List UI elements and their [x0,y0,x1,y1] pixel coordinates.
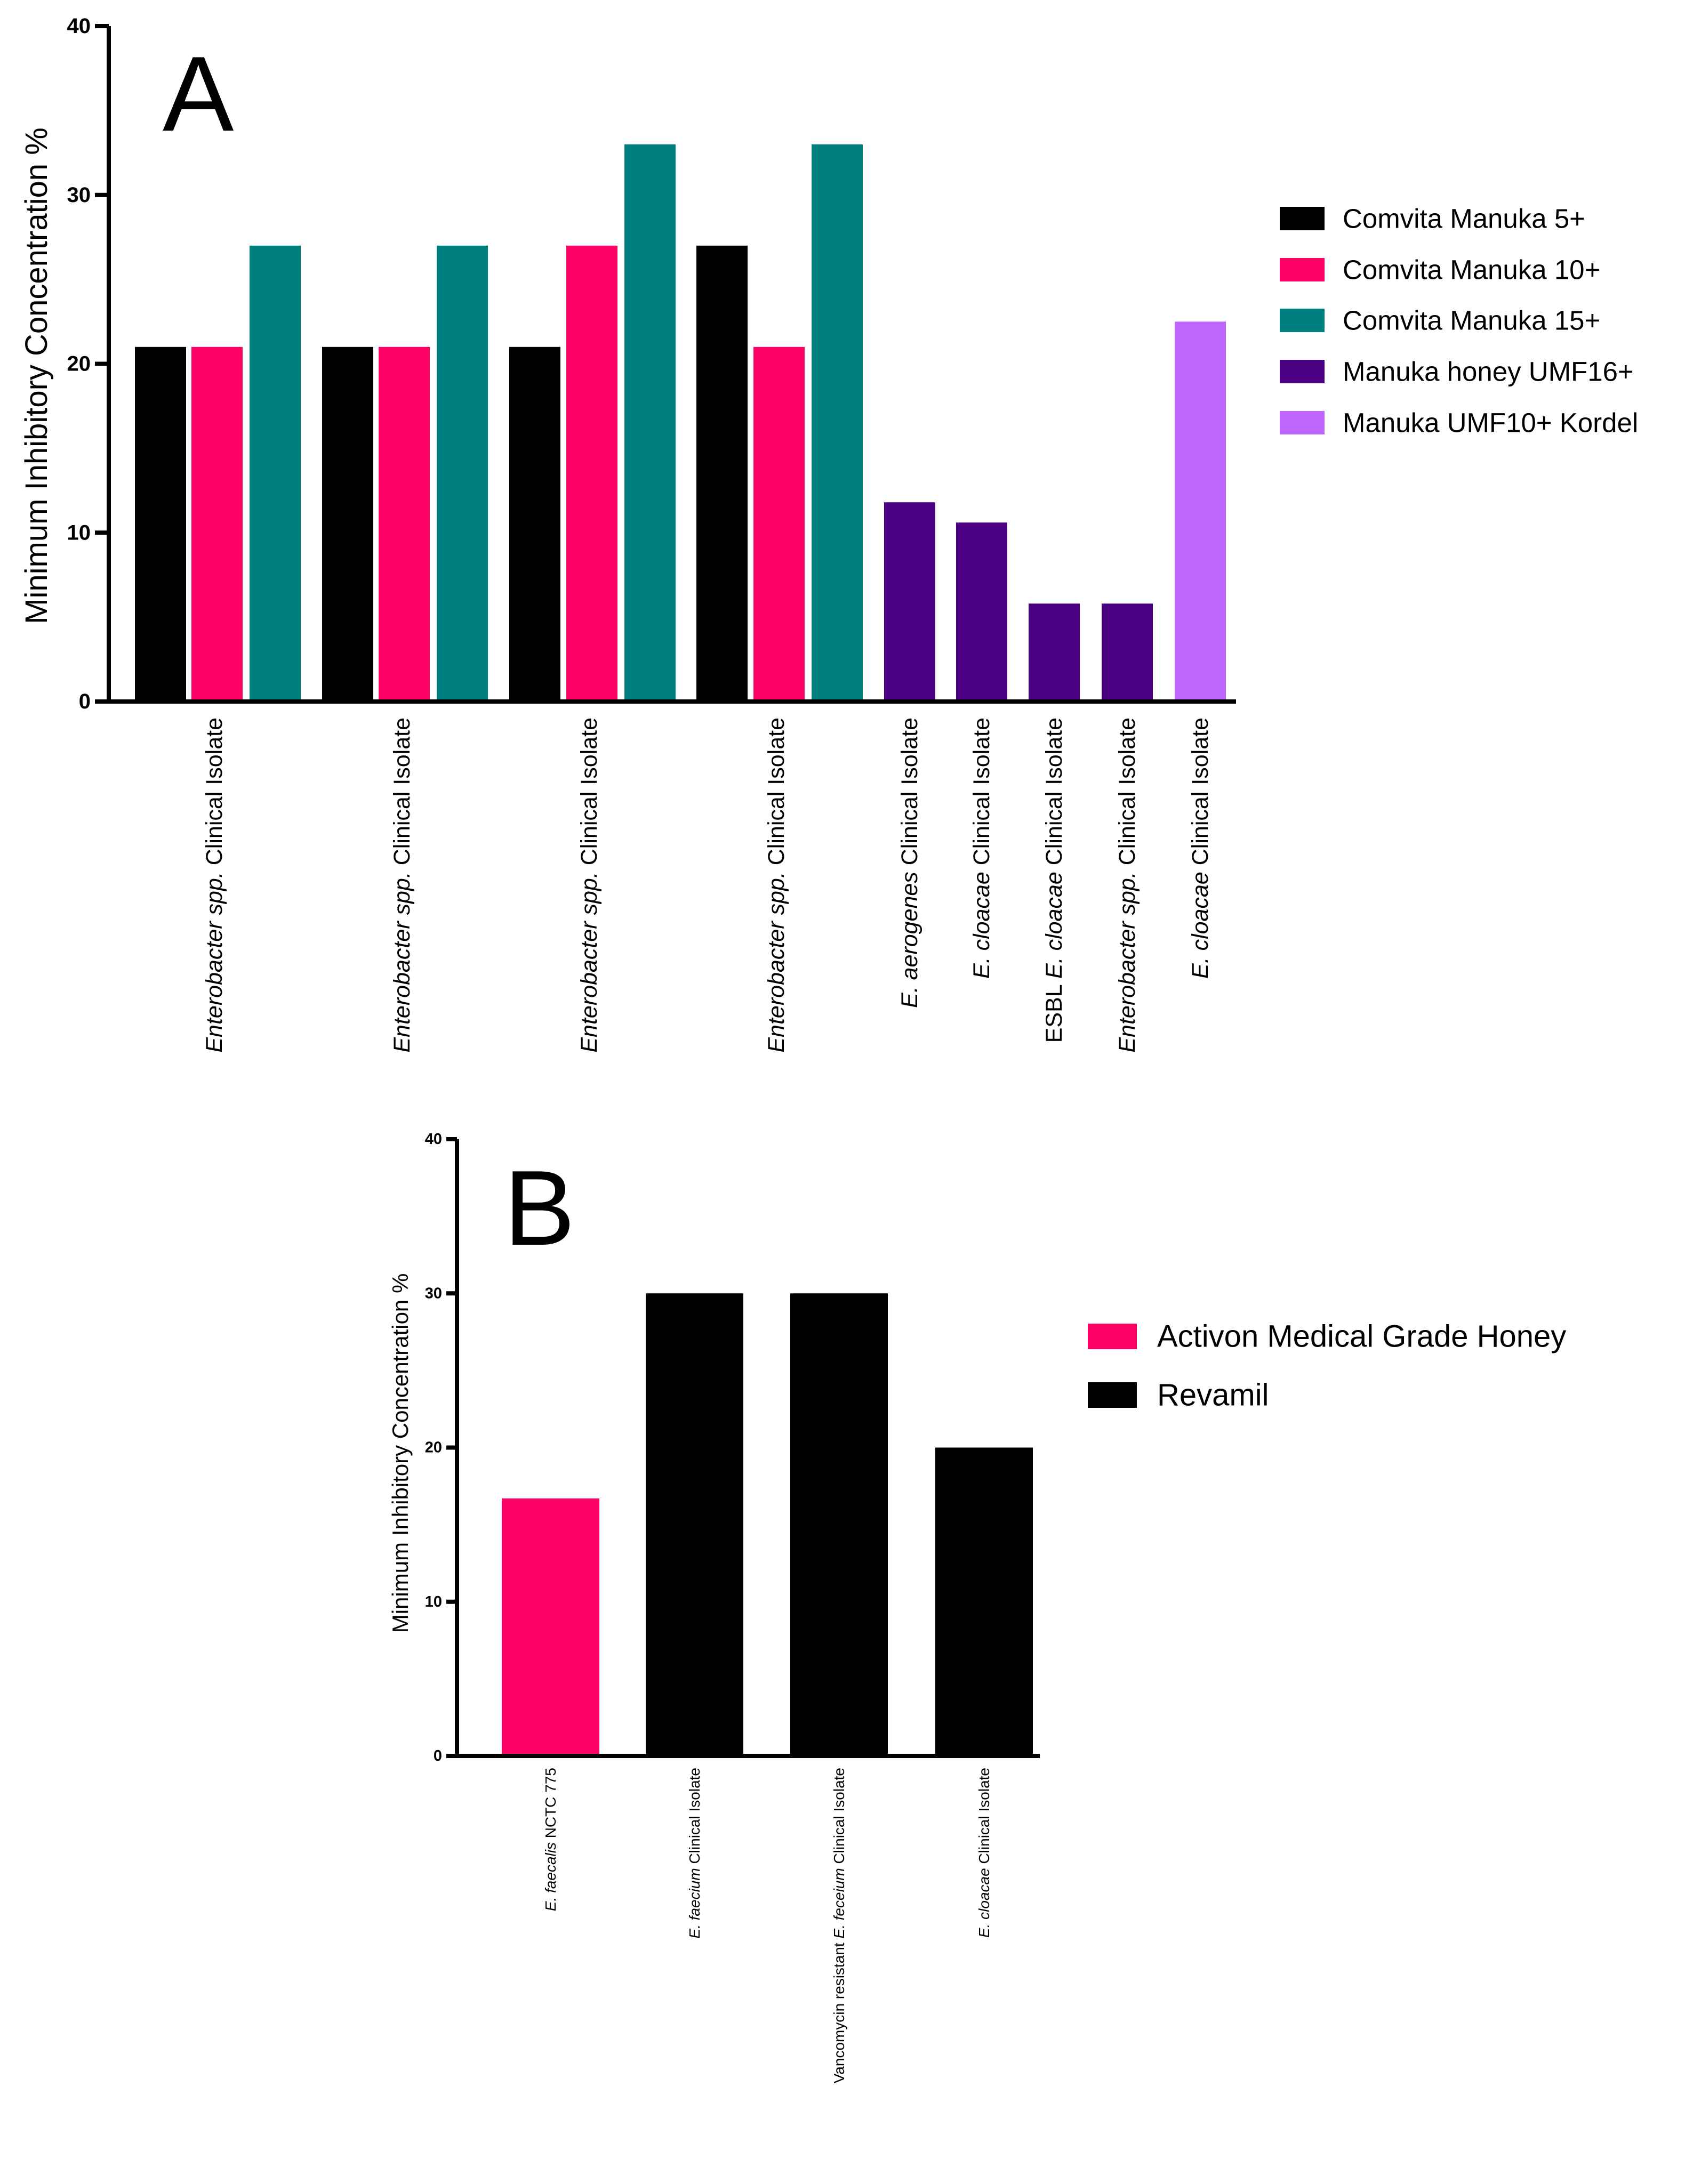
panel-a-bar-16 [1102,603,1153,702]
panel-a-bar-13 [884,502,935,702]
panel-a-legend-swatch-1 [1280,207,1325,230]
panel-b-legend-swatch-1 [1088,1324,1137,1349]
panel-a-category-label-6: E. cloacae Clinical Isolate [969,718,994,979]
panel-b-legend-label-1: Activon Medical Grade Honey [1157,1319,1566,1354]
panel-b-letter: B [504,1149,575,1268]
panel-a-bar-3 [250,245,301,702]
panel-a-legend: Comvita Manuka 5+ Comvita Manuka 10+ Comvi… [1280,204,1638,438]
panel-a-bar-11 [753,346,805,702]
panel-b-y-tick-label-0: 0 [434,1747,442,1764]
panel-b-legend-label-2: Revamil [1157,1378,1269,1413]
panel-a-category-label-8: Enterobacter spp. Clinical Isolate [1114,718,1140,1053]
panel-a-bar-12 [812,144,863,702]
panel-a-y-tick-label-30: 30 [67,183,91,207]
panel-a-legend-label-5: Manuka UMF10+ Kordel [1343,408,1638,438]
panel-a-category-label-5: E. aerogenes Clinical Isolate [897,718,922,1008]
panel-a-bar-14 [956,522,1007,702]
panel-a-bar-1 [135,346,186,702]
panel-a-bar-10 [696,245,748,702]
panel-a-chart: A Minimum Inhibitory Concentration % Com… [19,14,1638,1053]
panel-a-legend-swatch-2 [1280,258,1325,281]
panel-a-y-tick-label-0: 0 [79,690,91,713]
panel-a-legend-label-4: Manuka honey UMF16+ [1343,357,1634,387]
panel-b-y-tick-label-20: 20 [425,1439,442,1456]
panel-a-y-tick-label-20: 20 [67,352,91,376]
panel-a-y-tick-label-10: 10 [67,521,91,544]
panel-a-y-axis-label: Minimum Inhibitory Concentration % [19,127,54,624]
panel-b-bar-2 [646,1293,743,1756]
panel-a-category-label-9: E. cloacae Clinical Isolate [1187,718,1213,979]
panel-b-category-label-2: E. faecium Clinical Isolate [686,1768,703,1939]
panel-a-bar-8 [566,245,617,702]
panel-a-category-label-1: Enterobacter spp. Clinical Isolate [202,718,227,1053]
panel-a-bar-15 [1029,603,1080,702]
panel-b-y-axis-label: Minimum Inhibitory Concentration % [388,1274,413,1633]
panel-b-chart: B Minimum Inhibitory Concentration % Act… [388,1131,1566,2083]
panel-b-bar-1 [502,1498,599,1756]
panel-b-category-label-1: E. faecalis NCTC 775 [542,1768,559,1911]
panel-b-legend-swatch-2 [1088,1382,1137,1408]
panel-a-legend-swatch-4 [1280,360,1325,383]
panel-a-bar-9 [624,144,676,702]
panel-a-bar-17 [1175,321,1226,702]
panel-a-bar-7 [509,346,560,702]
panel-a-legend-label-2: Comvita Manuka 10+ [1343,255,1600,285]
panel-b-bar-4 [935,1447,1033,1756]
panel-a-y-tick-label-40: 40 [67,14,91,38]
panel-b-category-label-4: E. cloacae Clinical Isolate [976,1768,992,1938]
panel-a-legend-label-1: Comvita Manuka 5+ [1343,204,1585,234]
panel-a-legend-swatch-3 [1280,309,1325,332]
panel-b-bar-3 [790,1293,888,1756]
panel-b-y-tick-label-10: 10 [425,1593,442,1610]
panel-a-category-label-3: Enterobacter spp. Clinical Isolate [576,718,602,1053]
panel-a-bar-4 [322,346,373,702]
panel-b-category-label-3: Vancomycin resistant E. feceium Clinical… [831,1768,847,2083]
panel-a-category-label-2: Enterobacter spp. Clinical Isolate [389,718,415,1053]
panel-a-bar-6 [437,245,488,702]
panel-b-y-tick-label-40: 40 [425,1131,442,1148]
panel-a-letter: A [163,35,234,154]
panel-b-y-tick-label-30: 30 [425,1285,442,1302]
panel-a-legend-swatch-5 [1280,411,1325,434]
panel-a-category-label-4: Enterobacter spp. Clinical Isolate [764,718,789,1053]
panel-a-category-label-7: ESBL E. cloacae Clinical Isolate [1041,718,1067,1043]
panel-a-legend-label-3: Comvita Manuka 15+ [1343,305,1600,336]
panel-a-bar-2 [191,346,243,702]
panel-b-legend: Activon Medical Grade Honey Revamil [1088,1319,1566,1413]
panel-a-bar-5 [379,346,430,702]
